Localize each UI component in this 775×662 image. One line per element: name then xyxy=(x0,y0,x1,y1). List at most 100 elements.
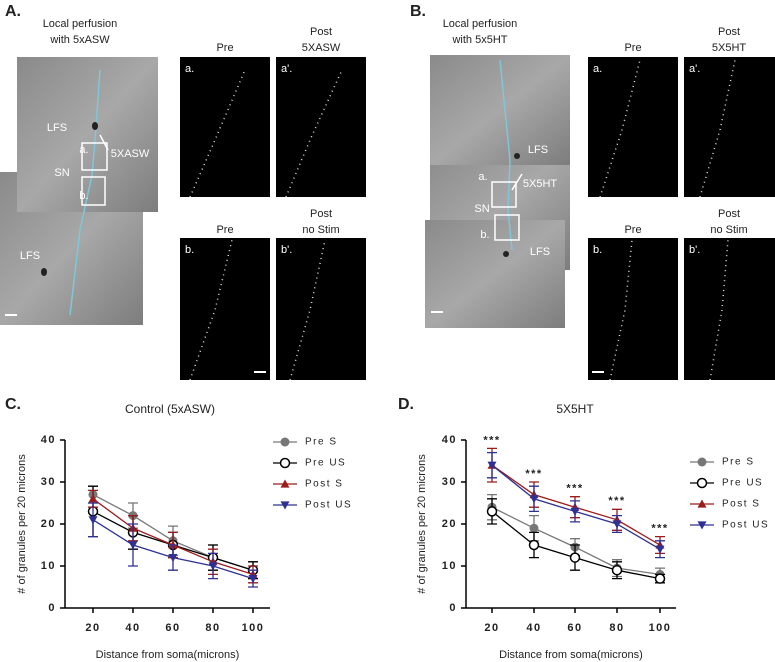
significance-label: *** xyxy=(608,495,625,507)
image-label: a. xyxy=(593,63,602,75)
marker xyxy=(168,554,178,563)
image-title: Post xyxy=(310,26,332,38)
x-tick-label: 40 xyxy=(125,622,140,634)
image-label: b. xyxy=(79,190,88,202)
series xyxy=(487,451,665,559)
image-label: LFS xyxy=(20,250,40,262)
y-tick-label: 0 xyxy=(449,602,457,614)
chart-title: 5X5HT xyxy=(556,402,594,416)
neurite xyxy=(285,69,343,198)
marker xyxy=(248,575,258,584)
panel-label: D. xyxy=(398,396,414,413)
x-tick-label: 100 xyxy=(242,622,265,634)
image-label: a. xyxy=(79,144,88,156)
legend-label: Pre S xyxy=(305,437,338,448)
y-tick-label: 40 xyxy=(41,434,56,446)
marker xyxy=(654,573,666,584)
legend-marker xyxy=(279,457,291,469)
micrograph xyxy=(430,55,570,165)
roi-box xyxy=(81,142,108,171)
y-tick-label: 20 xyxy=(41,518,56,530)
marker xyxy=(655,545,665,554)
marker xyxy=(88,494,98,503)
fluorescence-image xyxy=(276,57,366,197)
image-title: no Stim xyxy=(302,224,339,236)
marker xyxy=(570,507,580,516)
image-label: b. xyxy=(185,244,194,256)
neurite xyxy=(289,239,326,381)
x-tick-label: 20 xyxy=(85,622,100,634)
x-tick-label: 80 xyxy=(205,622,220,634)
significance-label: *** xyxy=(483,434,500,446)
legend-marker xyxy=(697,521,707,530)
image-title: Pre xyxy=(624,42,641,54)
x-tick-label: 20 xyxy=(484,622,499,634)
marker xyxy=(528,539,540,551)
panel-label: A. xyxy=(5,3,21,20)
pipette xyxy=(99,134,109,151)
image-label: LFS xyxy=(528,144,548,156)
pipette xyxy=(511,173,523,191)
image-label: 5X5HT xyxy=(523,178,558,190)
legend-marker xyxy=(697,499,707,508)
significance-label: *** xyxy=(566,483,583,495)
marker xyxy=(88,516,98,525)
image-label: SN xyxy=(54,167,69,179)
marker xyxy=(529,523,539,533)
roi-box xyxy=(494,214,520,241)
panel-title: with 5x5HT xyxy=(451,34,507,46)
image-label: b'. xyxy=(689,244,700,256)
image-label: b. xyxy=(480,229,489,241)
x-axis-label: Distance from soma(microns) xyxy=(499,649,643,661)
neuron xyxy=(499,59,513,251)
legend-label: Post US xyxy=(722,520,769,531)
marker xyxy=(208,562,218,571)
y-axis-label: # of granules per 20 microns xyxy=(416,454,428,594)
image-title: no Stim xyxy=(710,224,747,236)
legend-label: Pre S xyxy=(722,457,755,468)
series xyxy=(486,498,666,584)
significance-label: *** xyxy=(525,468,542,480)
marker xyxy=(529,495,539,504)
image-title: Pre xyxy=(216,224,233,236)
marker xyxy=(569,552,581,563)
marker xyxy=(611,564,623,576)
image-title: Pre xyxy=(624,224,641,236)
roi-box xyxy=(81,176,106,206)
image-label: LFS xyxy=(530,246,550,258)
image-label: 5XASW xyxy=(111,148,150,160)
image-label: b. xyxy=(593,244,602,256)
x-tick-label: 80 xyxy=(609,622,624,634)
micrograph xyxy=(17,57,158,212)
panel-label: C. xyxy=(5,396,21,413)
image-title: Post xyxy=(718,208,740,220)
fluorescence-image xyxy=(180,57,270,197)
lfs-electrode xyxy=(514,153,520,159)
y-tick-label: 30 xyxy=(41,476,56,488)
lfs-electrode xyxy=(41,268,47,276)
y-tick-label: 40 xyxy=(442,434,457,446)
roi-box xyxy=(491,181,517,208)
marker xyxy=(487,461,497,470)
panel-title: Local perfusion xyxy=(443,18,518,30)
marker xyxy=(612,520,622,529)
y-tick-label: 0 xyxy=(48,602,56,614)
y-tick-label: 10 xyxy=(41,560,56,572)
image-title: Post xyxy=(310,208,332,220)
lfs-electrode xyxy=(92,122,98,130)
fluorescence-image xyxy=(276,238,366,380)
neurite xyxy=(189,69,246,198)
lfs-electrode xyxy=(503,251,509,257)
x-tick-label: 60 xyxy=(567,622,582,634)
legend-label: Post S xyxy=(305,479,343,490)
neuron xyxy=(69,69,101,316)
y-tick-label: 20 xyxy=(442,518,457,530)
series xyxy=(88,502,258,588)
image-title: Pre xyxy=(216,42,233,54)
image-label: LFS xyxy=(47,122,67,134)
image-label: a. xyxy=(478,171,487,183)
x-tick-label: 60 xyxy=(165,622,180,634)
image-title: 5XASW xyxy=(302,42,341,54)
chart-title: Control (5xASW) xyxy=(125,402,215,416)
